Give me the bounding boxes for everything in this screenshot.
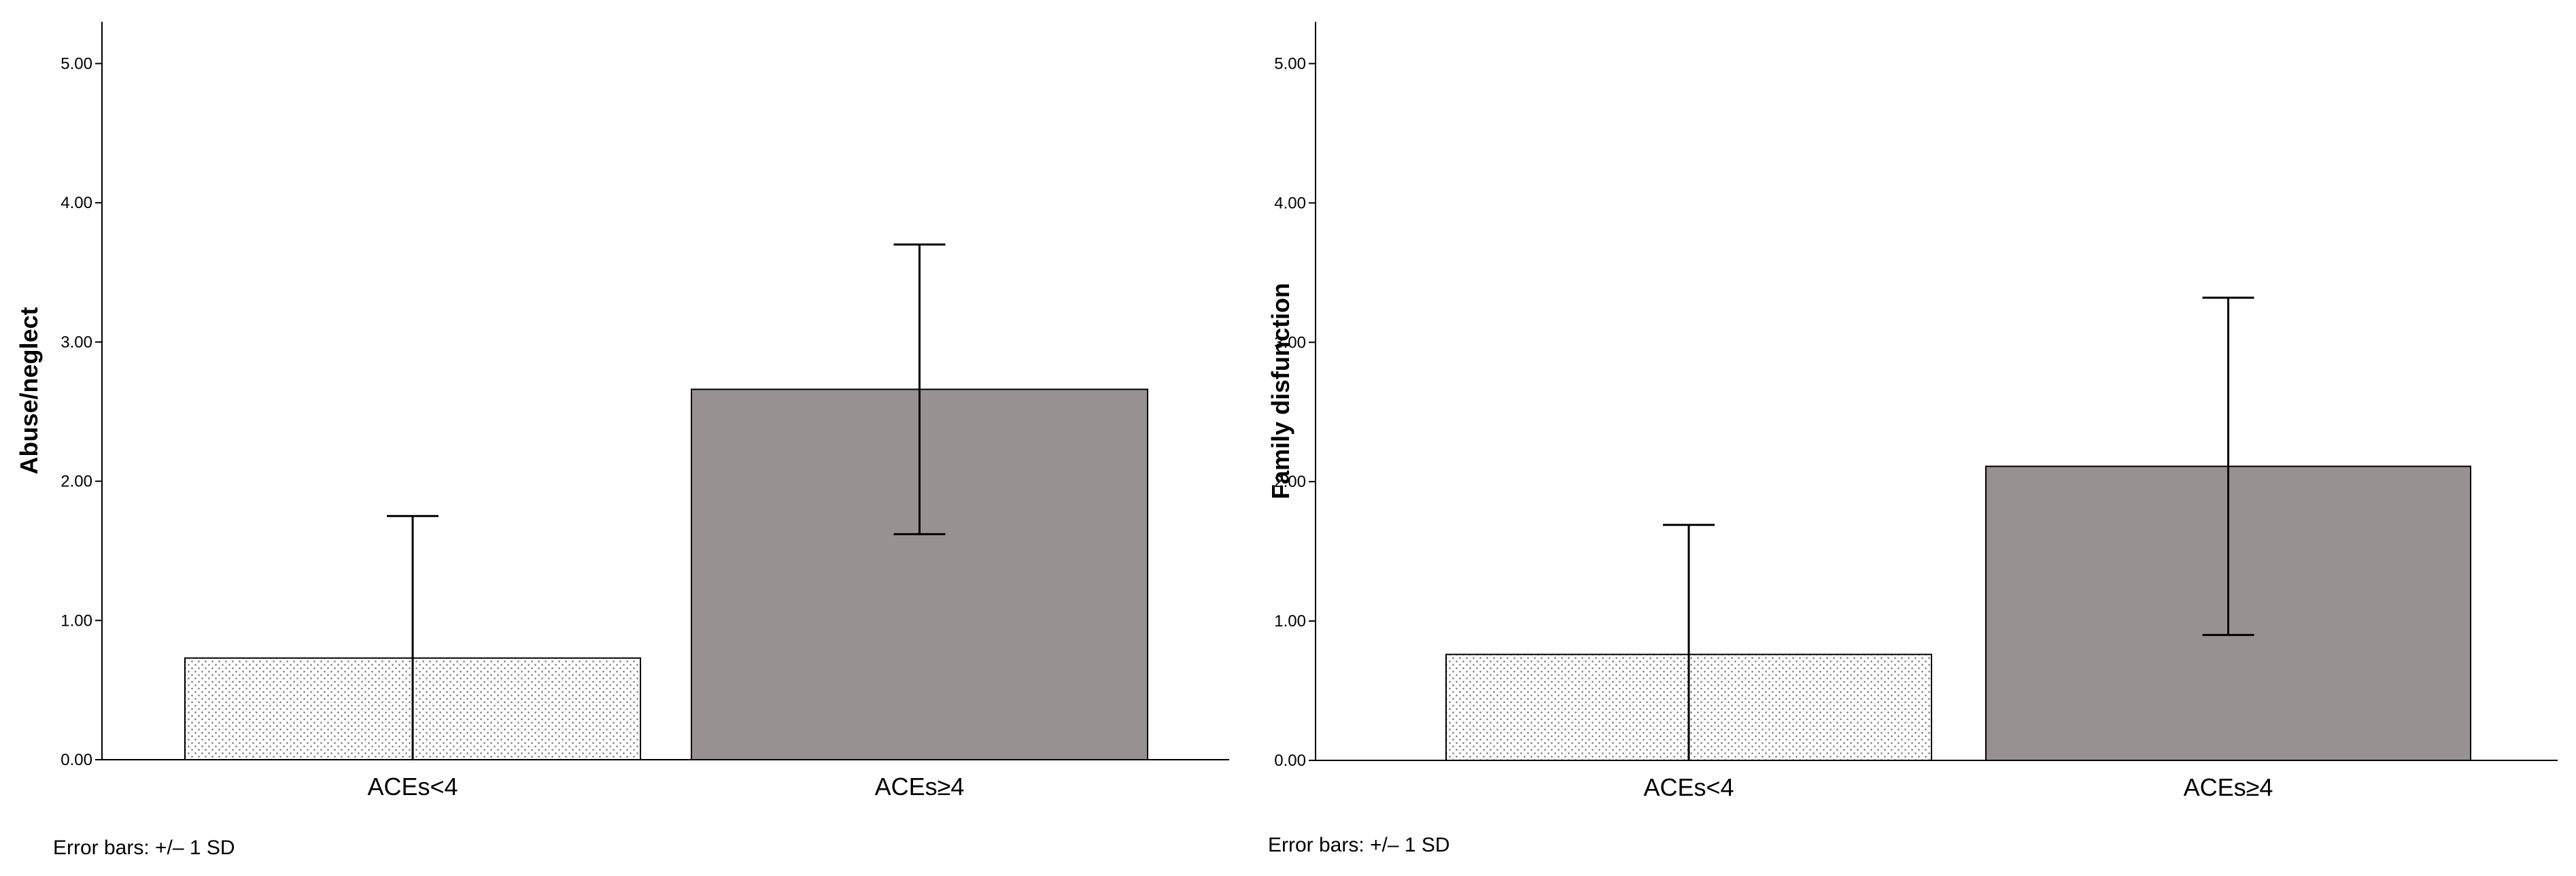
category-label: ACEs≥4 [875, 773, 965, 801]
y-axis-title: Family disfunction [1267, 283, 1294, 499]
chart-family-disfunction: 0.00 1.00 2.00 3.00 4.00 5.00 Family disfuncti… [1267, 22, 2558, 801]
y-axis-title: Abuse/neglect [15, 307, 43, 474]
y-tick-label: 0.00 [1274, 752, 1306, 770]
y-tick-label: 3.00 [1274, 333, 1306, 352]
error-bars-footnote-right: Error bars: +/– 1 SD [1268, 834, 1450, 856]
error-bars-footnote-left: Error bars: +/– 1 SD [53, 837, 235, 859]
category-label: ACEs≥4 [2184, 773, 2273, 801]
y-tick-label: 3.00 [61, 333, 92, 352]
category-label: ACEs<4 [367, 773, 458, 801]
y-tick-label: 4.00 [61, 194, 92, 212]
category-label: ACEs<4 [1643, 773, 1734, 801]
chart-abuse-neglect: 0.00 1.00 2.00 3.00 4.00 5.00 Abuse/neglect ACE… [15, 22, 1229, 801]
y-tick-label: 4.00 [1274, 194, 1306, 212]
y-tick-label: 2.00 [1274, 473, 1306, 491]
y-tick-label: 1.00 [1274, 612, 1306, 630]
y-tick-label: 1.00 [61, 611, 92, 630]
y-tick-label: 2.00 [61, 473, 92, 491]
y-tick-label: 0.00 [61, 751, 92, 769]
y-tick-label: 5.00 [1274, 54, 1306, 73]
y-tick-label: 5.00 [61, 54, 92, 73]
